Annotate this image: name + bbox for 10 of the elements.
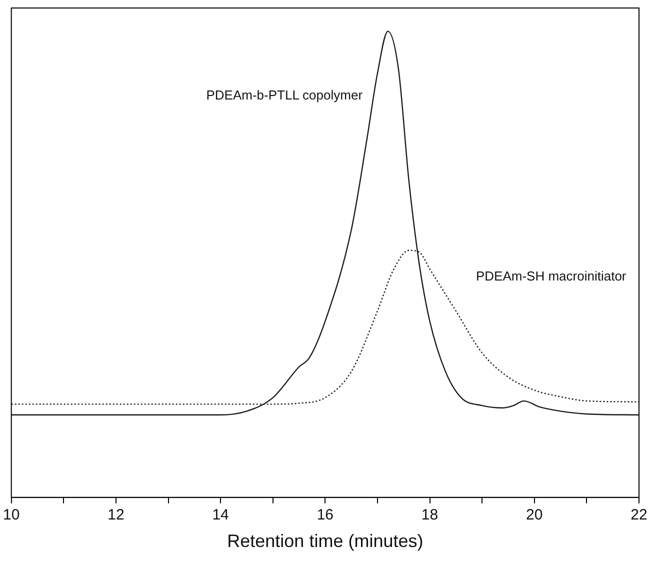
annotation: PDEAm-b-PTLL copolymer xyxy=(206,88,364,103)
annotation: PDEAm-SH macroinitiator xyxy=(476,268,627,284)
x-tick-label: 14 xyxy=(212,506,229,524)
x-tick-label: 22 xyxy=(630,506,648,524)
x-tick-label: 16 xyxy=(316,506,334,524)
x-axis-title: Retention time (minutes) xyxy=(227,531,424,552)
x-tick-label: 18 xyxy=(421,506,438,524)
x-tick-label: 20 xyxy=(526,506,543,524)
x-tick-label: 10 xyxy=(3,506,20,524)
x-tick-label: 12 xyxy=(108,506,124,524)
